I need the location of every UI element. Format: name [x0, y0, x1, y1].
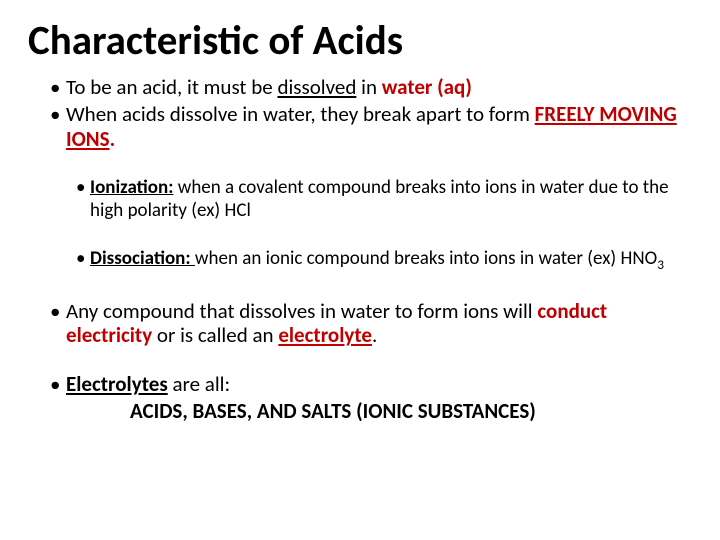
term-label: Dissociation: — [90, 247, 195, 270]
emphasis-red-underline: electrolyte — [278, 322, 372, 348]
text: . — [110, 126, 116, 152]
term-label: Ionization: — [90, 176, 173, 199]
text: To be an acid, it must be — [66, 74, 277, 100]
sub-bullet-2: Dissociation: when an ionic compound bre… — [90, 248, 692, 272]
term-label: Electrolytes — [66, 371, 168, 397]
indented-line: ACIDS, BASES, AND SALTS (IONIC SUBSTANCE… — [28, 399, 692, 424]
text: in — [356, 74, 381, 100]
sub-bullet-1: Ionization: when a covalent compound bre… — [90, 177, 692, 222]
text: or is called an — [152, 322, 278, 348]
bullet-list-level1: To be an acid, it must be dissolved in w… — [28, 75, 692, 397]
slide: Characteristic of Acids To be an acid, i… — [0, 0, 720, 540]
bullet-1: To be an acid, it must be dissolved in w… — [66, 75, 692, 100]
subscript: 3 — [657, 256, 664, 273]
bullet-2: When acids dissolve in water, they break… — [66, 102, 692, 273]
bullet-list-level2: Ionization: when a covalent compound bre… — [66, 177, 692, 272]
bullet-4: Electrolytes are all: — [66, 372, 692, 397]
emphasis-red: water (aq) — [382, 74, 472, 100]
text: . — [372, 322, 377, 348]
text: When acids dissolve in water, they break… — [66, 101, 535, 127]
text: are all: — [168, 371, 230, 397]
text: when an ionic compound breaks into ions … — [195, 247, 657, 270]
slide-title: Characteristic of Acids — [28, 20, 692, 63]
bullet-3: Any compound that dissolves in water to … — [66, 299, 692, 349]
text: when a covalent compound breaks into ion… — [90, 176, 669, 221]
text: Any compound that dissolves in water to … — [66, 298, 537, 324]
underline-text: dissolved — [277, 74, 356, 100]
